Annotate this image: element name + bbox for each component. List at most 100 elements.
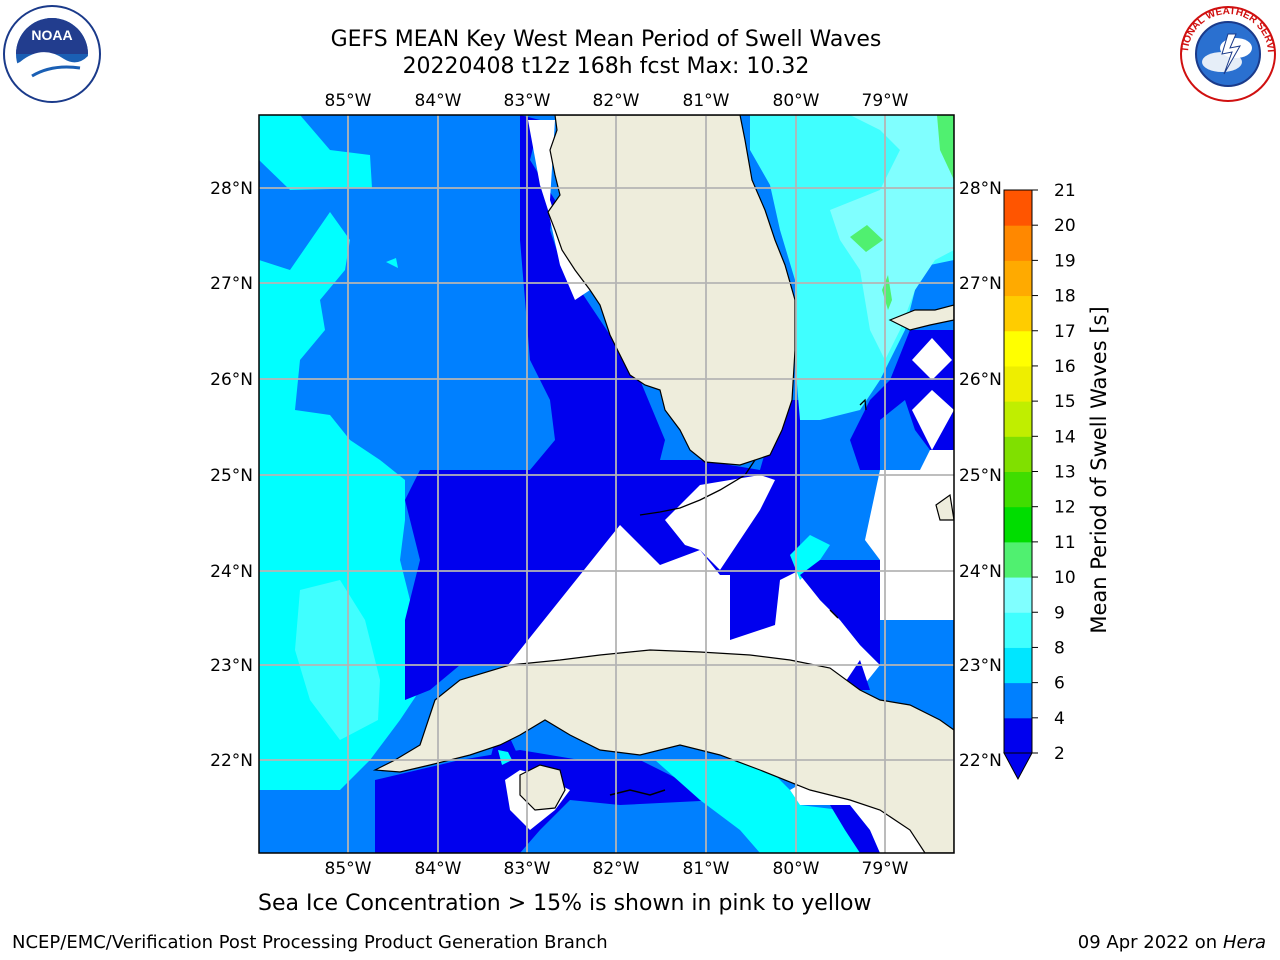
colorbar-tick-label: 11 xyxy=(1054,533,1076,553)
colorbar-tick-label: 19 xyxy=(1054,251,1076,271)
nodata-region xyxy=(912,390,954,450)
colorbar-segment xyxy=(1004,260,1032,297)
lat-label: 25°N xyxy=(959,466,1002,486)
svg-text:NOAA: NOAA xyxy=(31,27,72,43)
nodata-region xyxy=(528,120,590,300)
lon-label: 85°W xyxy=(325,859,372,879)
colorbar-tick-label: 15 xyxy=(1054,392,1076,412)
colorbar-tick-label: 21 xyxy=(1054,181,1076,201)
lon-label: 82°W xyxy=(593,859,640,879)
colorbar-tick-label: 8 xyxy=(1054,638,1065,658)
colorbar-segment xyxy=(1004,225,1032,261)
colorbar-segment xyxy=(1004,541,1032,578)
sea-ice-note: Sea Ice Concentration > 15% is shown in … xyxy=(258,891,872,916)
footer-date-text: 09 Apr 2022 on xyxy=(1077,932,1223,953)
swell-region-cyan-small xyxy=(386,258,398,268)
colorbar-tick-label: 4 xyxy=(1054,709,1065,729)
colorbar-tick-label: 16 xyxy=(1054,357,1076,377)
colorbar-tick-label: 10 xyxy=(1054,568,1076,588)
lat-labels-left: 28°N 27°N 26°N 25°N 24°N 23°N 22°N xyxy=(210,179,253,771)
lon-label: 84°W xyxy=(415,91,462,111)
colorbar-segment xyxy=(1004,647,1032,684)
colorbar-segment xyxy=(1004,717,1032,754)
map-area xyxy=(259,115,954,853)
lat-label: 28°N xyxy=(959,179,1002,199)
colorbar-segment xyxy=(1004,330,1032,367)
colorbar-segment xyxy=(1004,436,1032,472)
lat-label: 27°N xyxy=(210,274,253,294)
noaa-logo: NOAA xyxy=(3,5,101,103)
swell-region-darkblue-east xyxy=(800,560,880,665)
colorbar-tick-label: 6 xyxy=(1054,674,1065,694)
swell-region-green xyxy=(937,115,954,180)
swell-region-cyan-west xyxy=(259,115,372,190)
swell-region-lighter-west xyxy=(295,580,380,740)
lat-label: 25°N xyxy=(210,466,253,486)
colorbar-segment xyxy=(1004,190,1032,226)
nodata-region xyxy=(665,475,775,570)
colorbar-segment xyxy=(1004,612,1032,648)
land-bahamas xyxy=(935,493,954,521)
colorbar-tick-label: 13 xyxy=(1054,463,1076,483)
colorbar-tick-label: 2 xyxy=(1054,744,1065,764)
lat-label: 24°N xyxy=(210,562,253,582)
colorbar-extension xyxy=(1003,752,1033,781)
footer-host: Hera xyxy=(1222,932,1266,953)
lon-labels-bottom: 85°W 84°W 83°W 82°W 81°W 80°W 79°W xyxy=(325,859,909,879)
lon-labels-top: 85°W 84°W 83°W 82°W 81°W 80°W 79°W xyxy=(325,91,909,111)
footer-credit: NCEP/EMC/Verification Post Processing Pr… xyxy=(12,932,608,953)
lon-label: 81°W xyxy=(683,91,730,111)
colorbar-segment xyxy=(1004,401,1032,437)
lat-label: 23°N xyxy=(959,656,1002,676)
lon-label: 83°W xyxy=(504,91,551,111)
colorbar-tick-label: 12 xyxy=(1054,498,1076,518)
colorbar-title: Mean Period of Swell Waves [s] xyxy=(1087,306,1111,633)
swell-region-darkblue-south xyxy=(830,805,880,853)
land-cuba xyxy=(372,649,954,853)
colorbar-segment xyxy=(1004,577,1032,613)
lon-label: 84°W xyxy=(415,859,462,879)
nodata-region xyxy=(508,525,880,690)
lat-label: 26°N xyxy=(210,370,253,390)
nws-logo: NATIONAL WEATHER SERVICE xyxy=(1178,4,1276,102)
map-frame xyxy=(258,114,955,854)
colorbar-tick-label: 18 xyxy=(1054,287,1076,307)
lat-label: 24°N xyxy=(959,562,1002,582)
lat-labels-right: 28°N 27°N 26°N 25°N 24°N 23°N 22°N xyxy=(959,179,1002,771)
colorbar-segment xyxy=(1004,471,1032,508)
lon-label: 85°W xyxy=(325,91,372,111)
lon-label: 79°W xyxy=(862,859,909,879)
land-bahamas xyxy=(888,304,954,331)
lon-label: 81°W xyxy=(683,859,730,879)
colorbar-tick-label: 17 xyxy=(1054,322,1076,342)
swell-region-lighter-east xyxy=(830,115,954,360)
lat-label: 22°N xyxy=(959,751,1002,771)
footer-date: 09 Apr 2022 on Hera xyxy=(1078,932,1266,953)
chart-title-line2: 20220408 t12z 168h fcst Max: 10.32 xyxy=(402,54,810,79)
colorbar-segment xyxy=(1004,682,1032,719)
colorbar-tick-label: 20 xyxy=(1054,216,1076,236)
lon-label: 83°W xyxy=(504,859,551,879)
lat-label: 26°N xyxy=(959,370,1002,390)
lat-label: 27°N xyxy=(959,274,1002,294)
colorbar-segment xyxy=(1004,365,1032,402)
swell-region-cyan-south xyxy=(498,750,512,765)
lon-label: 82°W xyxy=(593,91,640,111)
land-small-cay xyxy=(609,789,666,796)
lon-label: 79°W xyxy=(862,91,909,111)
lat-label: 23°N xyxy=(210,656,253,676)
colorbar-segment xyxy=(1004,506,1032,543)
lat-label: 22°N xyxy=(210,751,253,771)
lon-label: 80°W xyxy=(773,859,820,879)
swell-region-green xyxy=(850,225,883,252)
colorbar: 2 4 6 8 9 10 11 12 13 14 15 16 17 18 19 20 21 xyxy=(1003,181,1076,781)
colorbar-segment xyxy=(1004,295,1032,332)
land-florida xyxy=(547,115,796,466)
lat-label: 28°N xyxy=(210,179,253,199)
land-small-cay xyxy=(859,398,867,411)
swell-region-cyan-straits xyxy=(790,535,830,580)
colorbar-tick-label: 9 xyxy=(1054,603,1065,623)
colorbar-tick-label: 14 xyxy=(1054,427,1076,447)
lon-label: 80°W xyxy=(773,91,820,111)
